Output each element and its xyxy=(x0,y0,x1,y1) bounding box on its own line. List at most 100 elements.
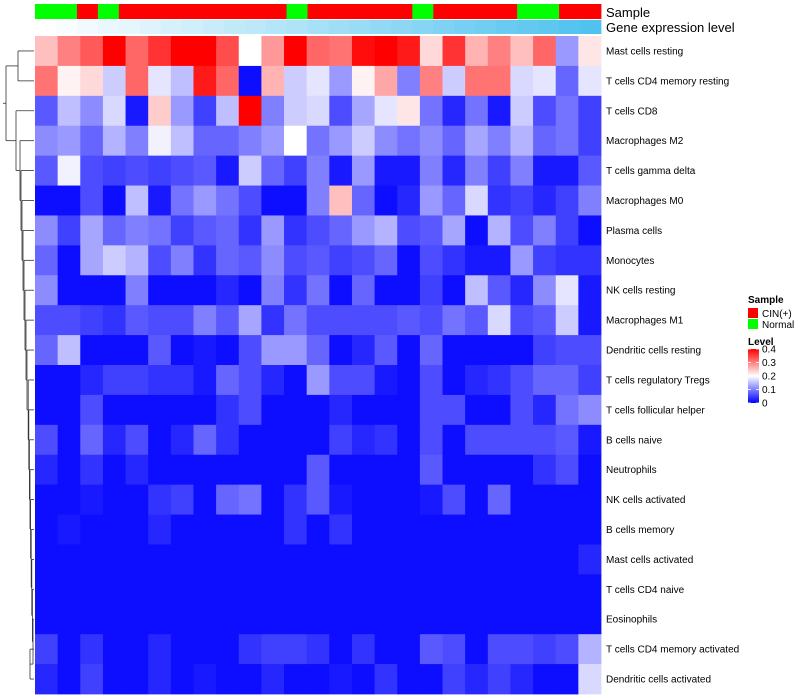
heatmap-cell xyxy=(351,544,375,575)
expression-annotation-cell xyxy=(244,20,266,34)
sample-annotation-cell xyxy=(160,4,183,19)
heatmap-cell xyxy=(555,185,579,216)
heatmap-cell xyxy=(578,574,602,605)
heatmap-cell xyxy=(35,394,59,426)
heatmap-cell xyxy=(57,95,81,127)
row-label: NK cells activated xyxy=(606,495,685,506)
heatmap-cell xyxy=(487,305,511,336)
heatmap-cell xyxy=(261,65,285,97)
heatmap-cell xyxy=(193,245,217,276)
legend-level-colorbar xyxy=(748,349,759,403)
heatmap-cell xyxy=(57,394,81,426)
heatmap-cell xyxy=(351,155,375,186)
heatmap-cell xyxy=(442,664,466,695)
heatmap-cell xyxy=(533,484,557,515)
heatmap-cell xyxy=(487,215,511,246)
heatmap-cell xyxy=(216,365,240,396)
sample-annotation-cell xyxy=(286,4,308,19)
heatmap-cell xyxy=(261,514,285,545)
sample-annotation-cell xyxy=(517,4,539,19)
heatmap-cell xyxy=(419,335,443,366)
heatmap-cell xyxy=(465,185,489,216)
sample-annotation-cell xyxy=(349,4,371,19)
heatmap-cell xyxy=(533,305,557,336)
heatmap-cell xyxy=(216,65,240,97)
heatmap-cell xyxy=(487,365,511,396)
heatmap-cell xyxy=(125,484,149,515)
heatmap-cell xyxy=(397,484,421,515)
expression-annotation-cell xyxy=(160,20,183,34)
sample-annotation-cell xyxy=(97,4,120,19)
heatmap-cell xyxy=(216,95,240,127)
heatmap-cell xyxy=(170,604,194,635)
heatmap-cell xyxy=(148,335,172,366)
legend-tick-label: 0.3 xyxy=(762,358,776,369)
heatmap-cell xyxy=(261,125,285,157)
heatmap-cell xyxy=(80,36,104,67)
heatmap-cell xyxy=(329,65,353,97)
heatmap-cell xyxy=(487,95,511,127)
heatmap-cell xyxy=(57,335,81,366)
heatmap-cell xyxy=(329,185,353,216)
heatmap-cell xyxy=(374,604,398,635)
expression-annotation-cell xyxy=(265,20,287,34)
heatmap-cell xyxy=(261,185,285,216)
heatmap-cell xyxy=(102,574,126,605)
heatmap-cell xyxy=(397,514,421,545)
heatmap-cell xyxy=(374,574,398,605)
column-annotations xyxy=(35,4,602,34)
heatmap-cell xyxy=(397,454,421,486)
heatmap-cell xyxy=(306,544,330,575)
heatmap-cell xyxy=(148,394,172,426)
heatmap-cell xyxy=(57,65,81,97)
row-label: T cells CD4 memory activated xyxy=(606,645,739,656)
heatmap-cell xyxy=(510,185,534,216)
heatmap-cell xyxy=(57,245,81,276)
expression-annotation-cell xyxy=(349,20,371,34)
heatmap-cell xyxy=(193,335,217,366)
heatmap-cell xyxy=(238,574,262,605)
heatmap-cell xyxy=(510,65,534,97)
heatmap-cell xyxy=(261,574,285,605)
sample-annotation-cell xyxy=(433,4,455,19)
expression-annotation-cell xyxy=(433,20,455,34)
heatmap-cell xyxy=(216,544,240,575)
heatmap-cell xyxy=(397,125,421,157)
heatmap-cell xyxy=(80,394,104,426)
heatmap-cell xyxy=(351,185,375,216)
heatmap-cell xyxy=(374,365,398,396)
heatmap-cell xyxy=(238,185,262,216)
heatmap-cell xyxy=(193,155,217,186)
heatmap-cell xyxy=(419,155,443,186)
heatmap-cell xyxy=(555,604,579,635)
heatmap-cell xyxy=(465,305,489,336)
heatmap-cell xyxy=(306,95,330,127)
sample-annotation-cell xyxy=(412,4,434,19)
heatmap-cell xyxy=(125,574,149,605)
heatmap-cell xyxy=(102,95,126,127)
expression-annotation-cell xyxy=(55,20,78,34)
heatmap-cell xyxy=(555,664,579,695)
heatmap-cell xyxy=(397,365,421,396)
heatmap-cell xyxy=(555,65,579,97)
heatmap-cell xyxy=(510,125,534,157)
heatmap-cell xyxy=(80,574,104,605)
heatmap-cell xyxy=(487,514,511,545)
heatmap-cell xyxy=(125,424,149,456)
heatmap-cell xyxy=(465,95,489,127)
heatmap-cell xyxy=(374,275,398,306)
sample-annotation-cell xyxy=(328,4,350,19)
heatmap-cell xyxy=(238,305,262,336)
heatmap-cell xyxy=(102,664,126,695)
heatmap-cell xyxy=(35,305,59,336)
heatmap-cell xyxy=(555,424,579,456)
heatmap-cell xyxy=(216,484,240,515)
heatmap-cell xyxy=(261,275,285,306)
heatmap-cell xyxy=(329,424,353,456)
heatmap-cell xyxy=(238,454,262,486)
row-label: T cells regulatory Tregs xyxy=(606,375,710,386)
row-label: T cells CD4 naive xyxy=(606,585,685,596)
expression-annotation-cell xyxy=(538,20,560,34)
heatmap-cell xyxy=(35,484,59,515)
